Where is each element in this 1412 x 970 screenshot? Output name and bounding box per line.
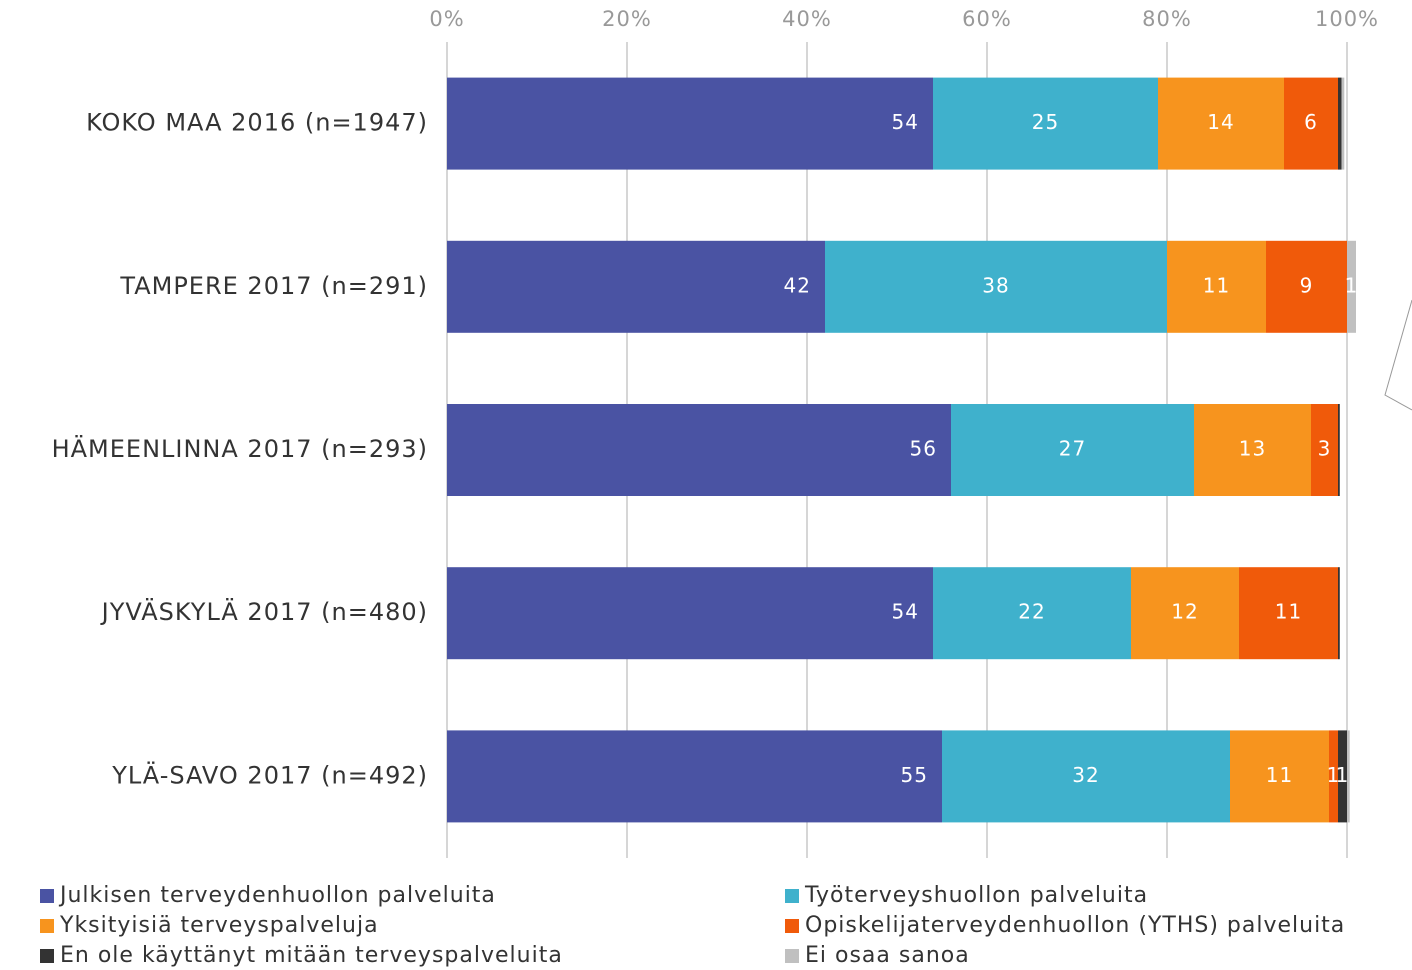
data-label: 14 [1207,110,1234,134]
bar-segment [1347,240,1356,333]
data-label: 27 [1059,437,1086,461]
data-label: 6 [1304,110,1318,134]
legend-label: Ei osaa sanoa [805,943,970,968]
x-tick-label: 100% [1315,7,1379,31]
data-label: 1 [1327,763,1341,787]
legend-label: Julkisen terveydenhuollon palveluita [58,883,496,908]
callout-line [1384,299,1412,411]
bar-segment [1239,567,1338,660]
bar-segment [447,77,933,170]
x-tick-label: 80% [1142,7,1192,31]
data-label: 42 [784,273,811,297]
bar-segment [1194,404,1311,496]
bar-segment [1338,567,1340,660]
legend-label: En ole käyttänyt mitään terveyspalveluit… [60,943,563,968]
data-label: 54 [892,600,919,624]
data-label: 11 [1266,763,1293,787]
data-label: 54 [892,110,919,134]
legend-label: Työterveyshuollon palveluita [804,883,1148,908]
bar-segment [1347,730,1350,823]
data-label: 12 [1171,600,1198,624]
data-label: 25 [1032,110,1059,134]
bar-segment [1311,404,1338,496]
data-label: 32 [1072,763,1099,787]
category-label: YLÄ-SAVO 2017 (n=492) [111,760,428,789]
bar-segment [447,567,933,660]
bar-segment [942,730,1230,823]
bar-segment [447,240,825,333]
bar-segment [1338,730,1347,823]
bar-segment [447,730,942,823]
bar-segment [1266,240,1347,333]
legend-swatch [785,949,799,963]
x-tick-label: 60% [962,7,1012,31]
category-label: TAMPERE 2017 (n=291) [119,272,428,300]
legend-swatch [785,919,799,933]
x-tick-label: 20% [602,7,652,31]
category-label: KOKO MAA 2016 (n=1947) [86,109,428,137]
bar-segment [1131,567,1239,660]
data-label: 11 [1275,600,1302,624]
bar-segment [1167,240,1266,333]
x-tick-label: 0% [429,7,464,31]
legend-label: Yksityisiä terveyspalveluja [59,913,379,938]
data-label: 9 [1300,273,1314,297]
data-label: 1 [1336,763,1350,787]
bar-segment [447,404,951,496]
legend-label: Opiskelijaterveydenhuollon (YTHS) palvel… [805,913,1345,938]
data-label: 11 [1203,273,1230,297]
category-label: HÄMEENLINNA 2017 (n=293) [52,434,428,463]
data-label: 56 [910,437,937,461]
x-tick-label: 40% [782,7,832,31]
data-label: 55 [901,763,928,787]
bar-segment [1338,77,1342,170]
bar-segment [933,77,1158,170]
bar-segment [1158,77,1284,170]
bar-segment [1338,404,1340,496]
data-label: 38 [982,273,1009,297]
bar-segment [1329,730,1338,823]
category-label: JYVÄSKYLÄ 2017 (n=480) [100,597,428,626]
bar-segment [1230,730,1329,823]
bar-segment [825,240,1167,333]
bar-segment [1284,77,1338,170]
data-label: 22 [1018,600,1045,624]
data-label: 13 [1239,437,1266,461]
legend-swatch [785,889,799,903]
legend-swatch [40,949,54,963]
legend-swatch [40,889,54,903]
bar-segment [1341,77,1345,170]
data-label: 1 [1345,273,1359,297]
bar-segment [951,404,1194,496]
bar-segment [933,567,1131,660]
legend-swatch [40,919,54,933]
data-label: 3 [1318,437,1332,461]
